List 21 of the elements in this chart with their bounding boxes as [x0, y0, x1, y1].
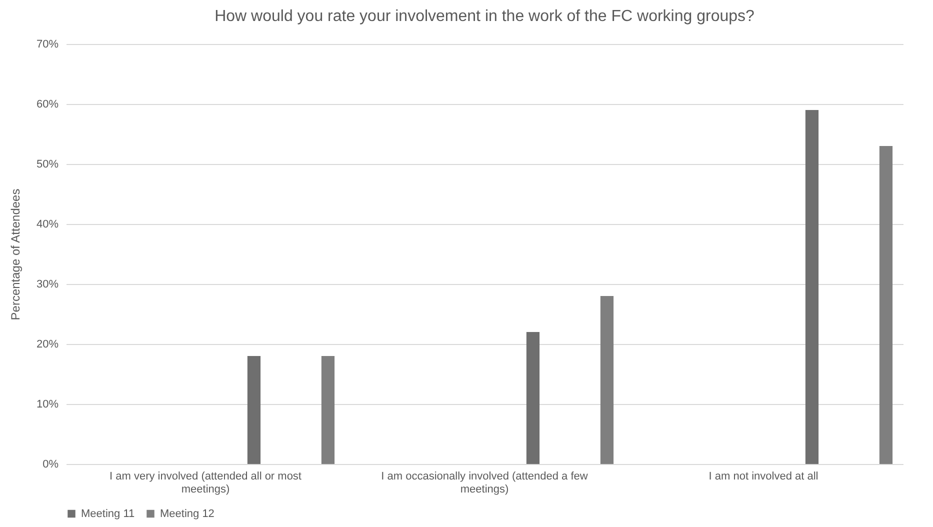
x-tick-label: I am not involved at all: [708, 470, 818, 482]
chart-title: How would you rate your involvement in the work of the FC working groups?: [214, 8, 755, 25]
bar: [600, 296, 614, 464]
bar: [805, 110, 819, 464]
x-tick-label: I am very involved (attended all or most meetings): [110, 470, 302, 496]
bar: [879, 146, 893, 464]
y-tick-label: 10%: [36, 398, 59, 410]
legend-label: Meeting 12: [160, 508, 214, 520]
bar: [321, 356, 335, 464]
y-tick-label: 60%: [36, 98, 59, 110]
y-tick-label: 30%: [36, 278, 59, 290]
y-tick-label: 50%: [36, 158, 59, 170]
x-tick-label: I am occasionally involved (attended a few meetings): [381, 470, 588, 496]
y-tick-label: 40%: [36, 218, 59, 230]
legend-label: Meeting 11: [81, 508, 135, 520]
bar: [526, 332, 540, 464]
y-tick-label: 70%: [36, 38, 59, 50]
y-axis-title: Percentage of Attendees: [8, 188, 22, 320]
y-tick-label: 0%: [42, 458, 59, 470]
bar: [247, 356, 261, 464]
y-tick-label: 20%: [36, 338, 59, 350]
